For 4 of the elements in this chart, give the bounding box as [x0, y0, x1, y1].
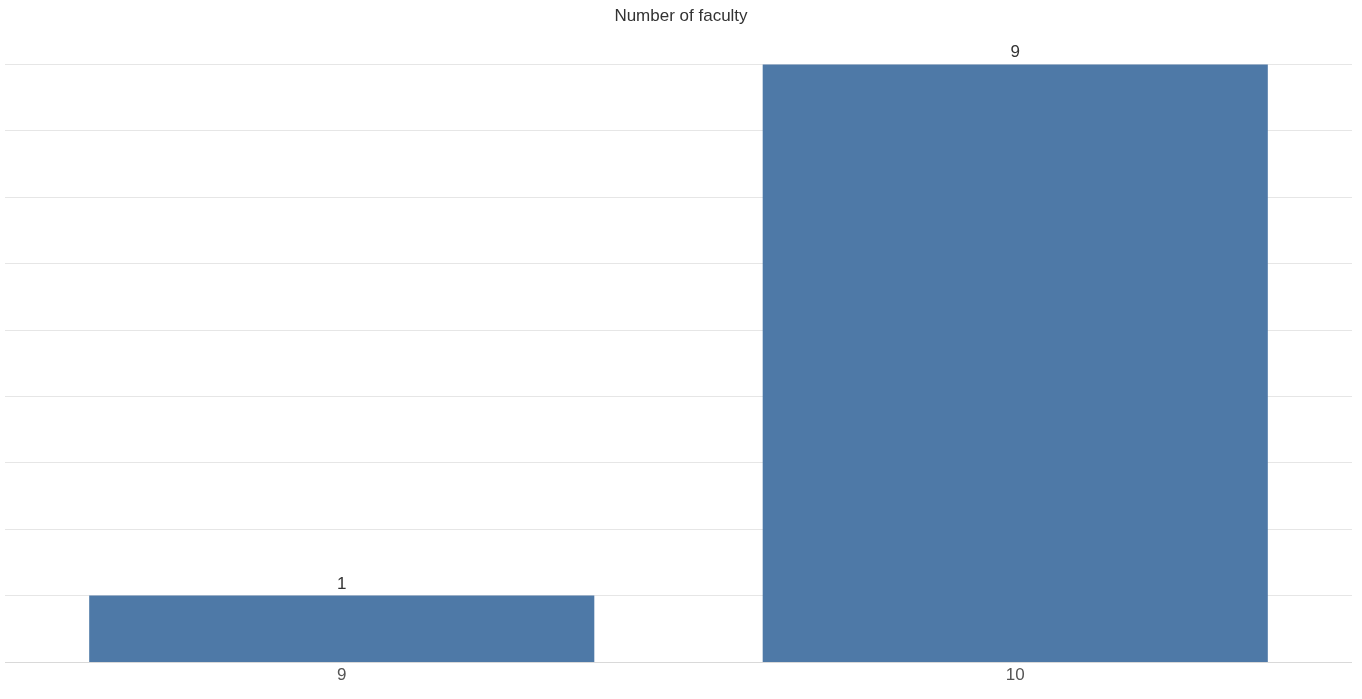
chart-title: Number of faculty [614, 5, 749, 25]
x-tick-label: 10 [1005, 665, 1025, 684]
data-label: 9 [1010, 42, 1020, 62]
data-label: 1 [337, 573, 347, 593]
